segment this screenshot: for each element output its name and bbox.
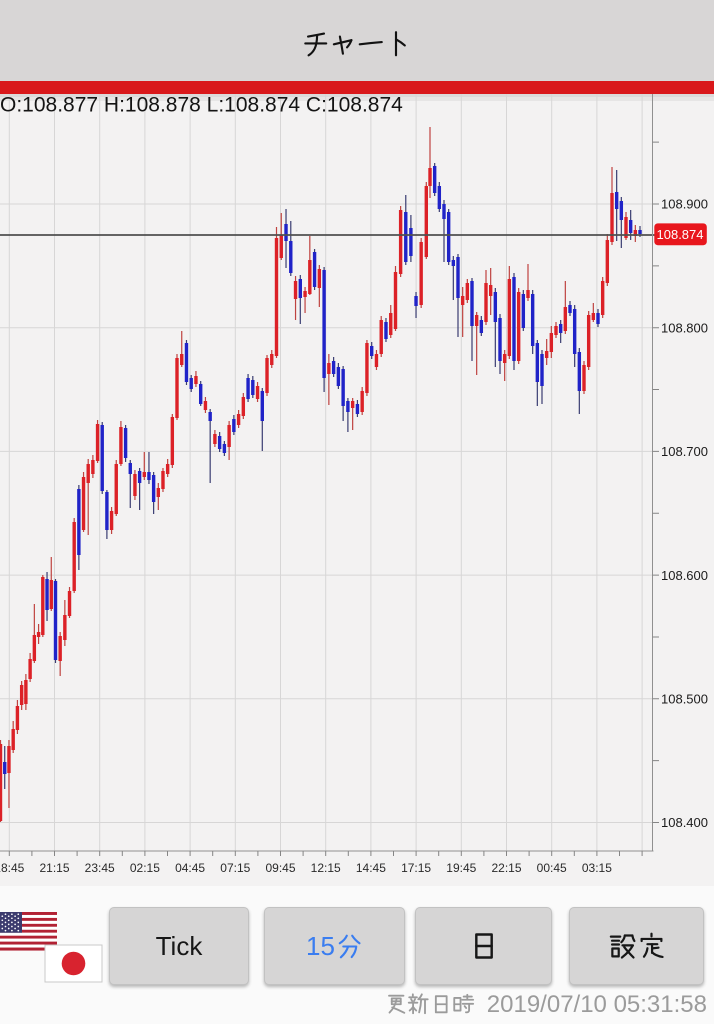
- svg-text:108.700: 108.700: [661, 444, 708, 459]
- svg-text:O:108.877 H:108.878 L:108.874: O:108.877 H:108.878 L:108.874 C:108.874: [0, 94, 403, 117]
- svg-text:108.600: 108.600: [661, 568, 708, 583]
- svg-text:23:45: 23:45: [85, 861, 115, 875]
- svg-text:108.500: 108.500: [661, 692, 708, 707]
- svg-text:22:15: 22:15: [491, 861, 521, 875]
- svg-text:14:45: 14:45: [356, 861, 386, 875]
- svg-text:17:15: 17:15: [401, 861, 431, 875]
- svg-text:21:15: 21:15: [39, 861, 69, 875]
- svg-text:12:15: 12:15: [311, 861, 341, 875]
- svg-text:07:15: 07:15: [220, 861, 250, 875]
- svg-text:18:45: 18:45: [0, 861, 25, 875]
- svg-text:09:45: 09:45: [265, 861, 295, 875]
- svg-text:00:45: 00:45: [537, 861, 567, 875]
- svg-text:03:15: 03:15: [582, 861, 612, 875]
- svg-text:108.900: 108.900: [661, 197, 708, 212]
- svg-text:04:45: 04:45: [175, 861, 205, 875]
- svg-text:19:45: 19:45: [446, 861, 476, 875]
- svg-text:108.400: 108.400: [661, 815, 708, 830]
- svg-text:108.800: 108.800: [661, 320, 708, 335]
- svg-text:02:15: 02:15: [130, 861, 160, 875]
- svg-text:108.874: 108.874: [657, 227, 704, 242]
